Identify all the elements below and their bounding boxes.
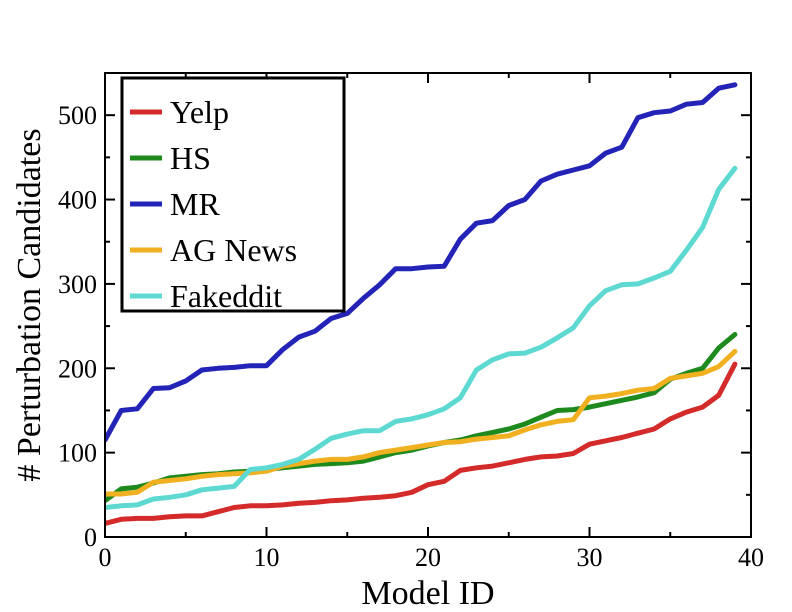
legend-label-ag-news: AG News xyxy=(170,232,297,268)
legend-box xyxy=(120,76,346,313)
series-line-ag-news xyxy=(105,348,738,497)
y-tick-label: 500 xyxy=(58,101,97,130)
x-axis-label: Model ID xyxy=(361,575,494,612)
legend-label-yelp: Yelp xyxy=(170,94,229,130)
y-tick-label: 300 xyxy=(58,270,97,299)
y-axis-label: # Perturbation Candidates xyxy=(11,128,48,481)
y-tick-labels: 0 100 200 300 400 500 xyxy=(58,101,97,552)
x-tick-labels: 0 10 20 30 40 xyxy=(99,543,765,572)
y-tick-label: 100 xyxy=(58,439,97,468)
y-tick-label: 400 xyxy=(58,186,97,215)
legend-label-hs: HS xyxy=(170,140,211,176)
series-line-mr xyxy=(105,82,738,443)
x-tick-label: 30 xyxy=(577,543,603,572)
y-tick-label: 0 xyxy=(84,523,97,552)
legend: Yelp HS MR AG News Fakeddit xyxy=(120,76,346,314)
x-tick-label: 0 xyxy=(99,543,112,572)
legend-label-fakeddit: Fakeddit xyxy=(170,278,282,314)
series-line-yelp xyxy=(105,361,738,526)
series-layer xyxy=(105,82,738,526)
x-tick-label: 20 xyxy=(415,543,441,572)
x-tick-label: 10 xyxy=(254,543,280,572)
y-tick-label: 200 xyxy=(58,354,97,383)
legend-label-mr: MR xyxy=(170,186,220,222)
series-line-fakeddit xyxy=(105,165,738,510)
plot-frame xyxy=(104,72,752,538)
x-tick-label: 40 xyxy=(738,543,764,572)
